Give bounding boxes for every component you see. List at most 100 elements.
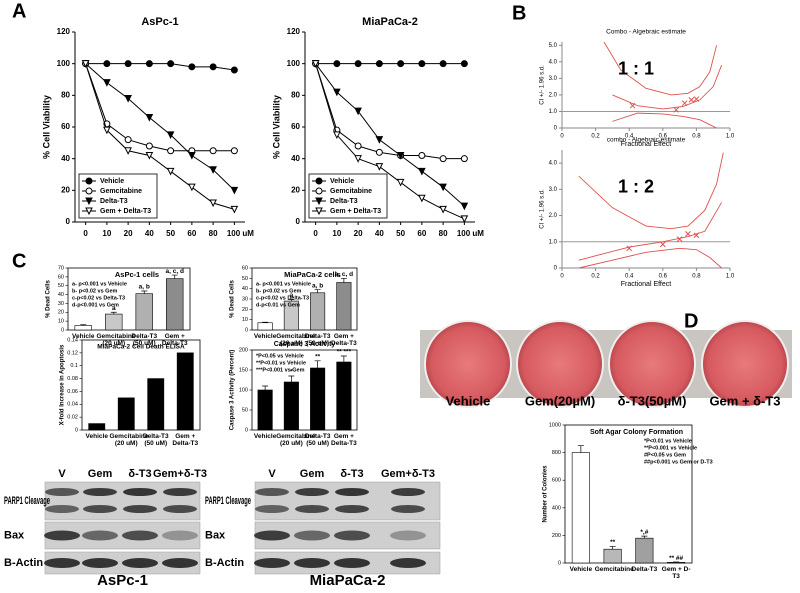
point: [460, 155, 468, 163]
blot-band: [123, 488, 157, 496]
point: [629, 102, 636, 109]
y-tick-label: 60: [291, 122, 300, 131]
note: ##p<0.001 vs Gem or D-T3: [644, 459, 713, 465]
y-axis-label: % Cell Viability: [41, 95, 51, 159]
y-tick-label: 400: [552, 505, 561, 511]
x-tick-label: Vehicle: [569, 566, 593, 573]
error-bar: [288, 375, 295, 382]
point: [396, 152, 405, 160]
x-tick-label: 0: [560, 274, 564, 280]
error-bar: [262, 385, 269, 390]
point: [166, 131, 175, 140]
point: [333, 88, 341, 97]
point: [693, 232, 700, 239]
blot-membrane: [254, 481, 441, 521]
y-tick-label: 30: [58, 301, 64, 307]
note: *P<0.01 vs Vehicle: [644, 438, 692, 444]
point: [460, 202, 469, 211]
point: [659, 241, 666, 248]
bar: [176, 352, 194, 431]
row-label: PARP1 Cleavage: [4, 495, 50, 507]
x-axis-label: Fractional Effect: [621, 281, 672, 288]
bar: [166, 278, 184, 331]
point: [354, 60, 362, 68]
point: [209, 63, 217, 71]
blot-band: [123, 505, 157, 513]
panel-label: B: [512, 2, 526, 24]
y-tick-label: 200: [239, 347, 248, 353]
point: [166, 167, 175, 176]
y-tick-label: 20: [242, 307, 248, 313]
annotation: 1 : 2: [618, 177, 654, 197]
y-tick-label: 5.0: [549, 43, 558, 49]
error-bar: [110, 311, 117, 315]
point: [230, 147, 238, 155]
x-tick-label: 60: [417, 229, 426, 238]
y-axis-label: CI +/- 1.96 s.d.: [540, 189, 546, 229]
blot-band: [162, 558, 198, 568]
note: *P<0.05 vs Vehicle: [256, 353, 304, 359]
bar: [336, 361, 352, 431]
blot-band: [163, 505, 197, 513]
y-tick-label: 100: [57, 59, 71, 68]
bar-annotation: **: [315, 354, 321, 361]
y-axis-label: % Dead Cells: [230, 279, 236, 317]
point: [333, 131, 341, 140]
y-tick-label: 40: [291, 154, 300, 163]
y-tick-label: 100: [287, 59, 301, 68]
x-tick-label: Delta-T3 (50 uM): [131, 333, 158, 348]
annotation: 1 : 1: [618, 58, 654, 78]
x-tick-label: 0: [313, 229, 318, 238]
bar-annotation: a, c, d: [166, 268, 184, 275]
blot-band: [44, 530, 80, 541]
plot-frame: [67, 267, 191, 331]
bar: [257, 322, 273, 331]
point: [311, 60, 320, 68]
bar: [667, 562, 686, 564]
legend-marker: [315, 177, 323, 185]
blot-band: [335, 488, 369, 496]
point: [418, 194, 426, 203]
y-tick-label: 200: [552, 533, 561, 539]
blot-band: [294, 530, 330, 541]
point: [103, 60, 111, 68]
bar-annotation: a: [290, 292, 294, 299]
y-tick-label: 4.0: [549, 161, 558, 167]
error-bar: [314, 289, 321, 293]
series-line: [578, 247, 722, 269]
y-axis-label: Number of Colonies: [543, 465, 549, 523]
y-tick-label: 10: [242, 317, 248, 323]
y-tick-label: 60: [61, 122, 70, 131]
note: c-p<0.02 vs Delta-T3: [256, 295, 309, 301]
y-tick-label: 0: [554, 266, 558, 272]
y-tick-label: 0: [554, 126, 558, 132]
x-tick-label: Gem + Delta-T3: [331, 333, 357, 348]
note: a- p<0.001 vs Vehicle: [256, 281, 311, 287]
x-tick-label: 1.0: [726, 274, 735, 280]
y-tick-label: 120: [287, 27, 301, 36]
point: [439, 183, 447, 192]
x-axis-label: Fractional Effect: [621, 141, 672, 148]
x-tick-label: Gemcitabine (20 uM): [276, 433, 316, 448]
plot-frame: [81, 339, 201, 431]
point: [124, 60, 132, 68]
photo-label: Gem(20µM): [525, 393, 595, 408]
point: [418, 167, 426, 176]
y-tick-label: 1000: [549, 422, 561, 428]
point: [167, 60, 175, 68]
x-tick-label: 0.8: [692, 134, 701, 140]
point: [375, 60, 383, 68]
point: [230, 186, 239, 195]
error-bar: [80, 324, 87, 326]
y-tick-label: 70: [58, 265, 64, 271]
blot-band: [122, 530, 158, 541]
y-tick-label: 0.1: [70, 363, 78, 369]
x-tick-label: 0.6: [659, 274, 668, 280]
panel-label: D: [684, 310, 698, 332]
y-tick-label: 40: [58, 292, 64, 298]
y-tick-label: 0.12: [67, 350, 78, 356]
x-tick-label: Delta-T3 (50 uM): [142, 433, 169, 448]
x-tick-label: Vehicle: [253, 333, 277, 340]
